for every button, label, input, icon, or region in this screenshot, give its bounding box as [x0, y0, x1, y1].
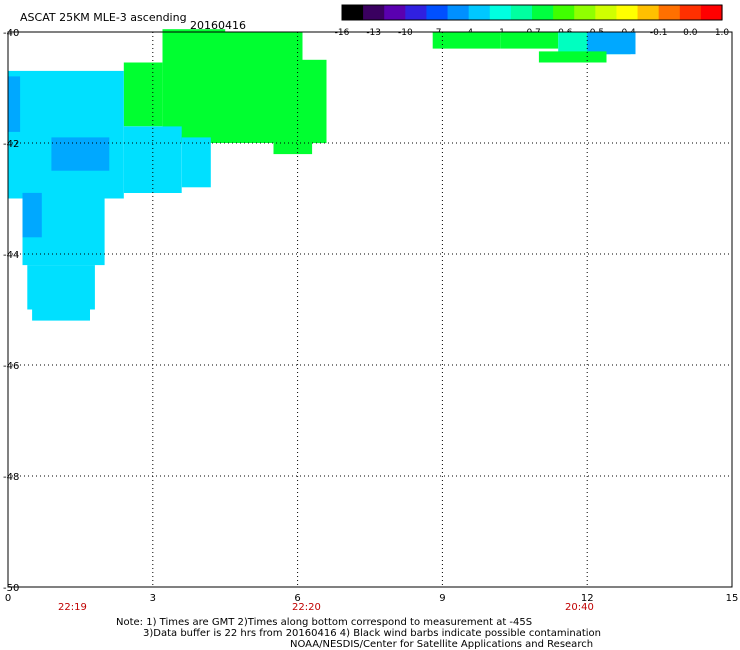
colorbar-swatch: [616, 5, 639, 20]
time-label-3: 20:40: [565, 602, 594, 613]
colorbar-label: -0.1: [650, 28, 668, 38]
colorbar-label: -16: [335, 28, 350, 38]
swath-cell-18: [538, 51, 607, 63]
swath-cell-7: [181, 137, 211, 188]
swath-cell-14: [432, 32, 501, 49]
swath-cell-0: [162, 32, 303, 143]
colorbar-swatch: [510, 5, 533, 20]
swath-cell-15: [500, 32, 559, 49]
swath-cell-1: [302, 59, 327, 144]
swath-cell-5: [8, 70, 124, 199]
y-tick-label: -40: [3, 28, 19, 39]
y-tick-label: -50: [3, 583, 19, 594]
colorbar-swatch: [384, 5, 406, 20]
x-tick-label: 12: [581, 593, 594, 604]
swath-cell-11: [8, 76, 21, 132]
wind-swath-layer: [8, 29, 636, 321]
colorbar-swatch: [532, 5, 554, 20]
time-label-2: 22:20: [292, 602, 321, 613]
colorbar-swatch: [553, 5, 575, 20]
y-tick-label: -48: [3, 472, 19, 483]
colorbar-label: -10: [398, 28, 413, 38]
swath-cell-6: [123, 126, 182, 193]
plot-frame: [7, 31, 733, 588]
colorbar-swatch: [574, 5, 596, 20]
swath-cell-10: [32, 309, 90, 321]
x-tick-label: 0: [5, 593, 11, 604]
colorbar-swatch: [342, 5, 364, 20]
note-line-2: 3)Data buffer is 22 hrs from 20160416 4)…: [143, 628, 601, 639]
swath-cell-3: [162, 29, 226, 38]
lat-lon-grid: [8, 32, 732, 587]
colorbar-label: 1.0: [715, 28, 730, 38]
time-label-1: 22:19: [58, 602, 87, 613]
y-tick-label: -46: [3, 361, 19, 372]
x-axis-ticks: 0 3 6 9 12 15: [5, 593, 739, 604]
colorbar-label: -13: [366, 28, 381, 38]
colorbar-swatch: [426, 5, 449, 20]
colorbar-swatch: [700, 5, 723, 20]
swath-cell-4: [123, 62, 163, 127]
colorbar-swatch: [468, 5, 491, 20]
colorbar-swatch: [595, 5, 618, 20]
colorbar-swatch: [405, 5, 428, 20]
colorbar: -16-13-10-7-4-1-0.7-0.6-0.5-0.4-0.10.01.…: [335, 4, 730, 38]
x-tick-label: 6: [294, 593, 300, 604]
y-tick-label: -42: [3, 139, 19, 150]
note-line-1: Note: 1) Times are GMT 2)Times along bot…: [116, 617, 532, 628]
x-tick-label: 3: [150, 593, 156, 604]
swath-cell-2: [273, 137, 313, 155]
colorbar-swatch: [679, 5, 702, 20]
colorbar-swatch: [363, 5, 385, 20]
x-tick-label: 9: [439, 593, 445, 604]
colorbar-swatch: [447, 5, 470, 20]
colorbar-swatch: [637, 5, 660, 20]
map-date: 20160416: [190, 19, 246, 32]
swath-cell-13: [22, 192, 42, 238]
y-tick-label: -44: [3, 250, 19, 261]
swath-cell-12: [51, 137, 110, 171]
swath-cell-17: [587, 32, 636, 55]
y-axis-ticks: -40 -42 -44 -46 -48 -50: [3, 28, 19, 594]
colorbar-swatch: [658, 5, 681, 20]
map-title: ASCAT 25KM MLE-3 ascending: [20, 11, 187, 24]
swath-cell-9: [27, 265, 95, 310]
colorbar-label: 0.0: [683, 28, 698, 38]
x-tick-label: 15: [726, 593, 739, 604]
colorbar-swatch: [489, 5, 512, 20]
colorbar-frame: [341, 4, 723, 21]
note-line-3: NOAA/NESDIS/Center for Satellite Applica…: [290, 639, 593, 650]
